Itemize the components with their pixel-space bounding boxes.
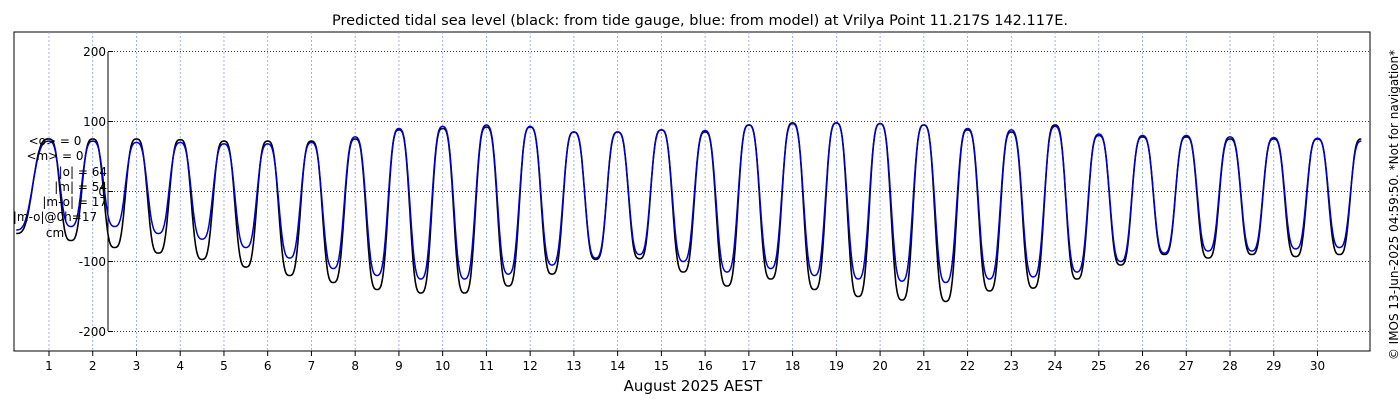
series-line-model — [16, 122, 1362, 284]
x-tick-label: 29 — [1266, 359, 1281, 373]
x-axis-ticks: 1 2 3 4 5 6 7 8 9 10 11 12 13 14 15 16 17 18 19 20 21 22 23 24 2… — [45, 351, 1325, 373]
x-tick-label: 11 — [479, 359, 494, 373]
x-tick-label: 2 — [89, 359, 97, 373]
x-tick-label: 13 — [566, 359, 581, 373]
x-tick-label: 1 — [45, 359, 53, 373]
x-tick-label: 6 — [264, 359, 272, 373]
x-tick-label: 20 — [872, 359, 887, 373]
chart-title: Predicted tidal sea level (black: from t… — [332, 13, 1068, 29]
x-tick-label: 21 — [916, 359, 931, 373]
x-tick-label: 28 — [1222, 359, 1237, 373]
x-tick-label: 23 — [1004, 359, 1019, 373]
x-tick-label: 18 — [785, 359, 800, 373]
x-tick-label: 30 — [1310, 359, 1325, 373]
statistics-panel: <o> = 0 <m> = 0 |o| = 64 |m| = 54 |m-o| … — [0, 134, 110, 241]
stat-abs-diff-0h: |m-o|@0h=17 — [12, 210, 98, 225]
x-tick-label: 10 — [435, 359, 450, 373]
x-tick-label: 14 — [610, 359, 625, 373]
series-line-gauge — [16, 122, 1362, 303]
x-tick-label: 9 — [395, 359, 403, 373]
x-tick-label: 16 — [697, 359, 712, 373]
stat-abs-model: |m| = 54 — [54, 179, 107, 194]
y-tick-label: 0 — [98, 185, 106, 199]
x-axis-label: August 2025 AEST — [624, 377, 763, 395]
x-tick-label: 8 — [351, 359, 359, 373]
y-tick-label: 100 — [83, 115, 106, 129]
stat-mean-model: <m> = 0 — [26, 149, 84, 164]
x-tick-label: 12 — [523, 359, 538, 373]
y-tick-label: 200 — [83, 45, 106, 59]
x-tick-label: 19 — [829, 359, 844, 373]
series-lines — [16, 122, 1362, 303]
x-tick-label: 25 — [1091, 359, 1106, 373]
y-tick-label: -200 — [79, 325, 106, 339]
stat-mean-observed: <o> = 0 — [28, 134, 82, 148]
x-tick-label: 22 — [960, 359, 975, 373]
x-tick-label: 26 — [1135, 359, 1150, 373]
y-tick-label: -100 — [79, 255, 106, 269]
y-axis-ticks: -200 -100 0 100 200 — [79, 45, 113, 339]
x-tick-label: 17 — [741, 359, 756, 373]
x-tick-label: 3 — [133, 359, 141, 373]
stat-units: cm — [45, 225, 65, 240]
copyright-note: © IMOS 13-Jun-2025 04:59:50. *Not for na… — [1387, 49, 1400, 361]
x-tick-label: 7 — [308, 359, 316, 373]
x-tick-label: 24 — [1047, 359, 1062, 373]
x-tick-label: 27 — [1179, 359, 1194, 373]
stat-abs-diff: |m-o| = 17 — [42, 195, 107, 210]
x-tick-label: 15 — [654, 359, 669, 373]
x-tick-label: 4 — [176, 359, 184, 373]
x-tick-label: 5 — [220, 359, 228, 373]
plot-frame — [13, 31, 1371, 352]
grid — [48, 32, 1370, 351]
stat-abs-observed: |o| = 64 — [58, 164, 107, 179]
